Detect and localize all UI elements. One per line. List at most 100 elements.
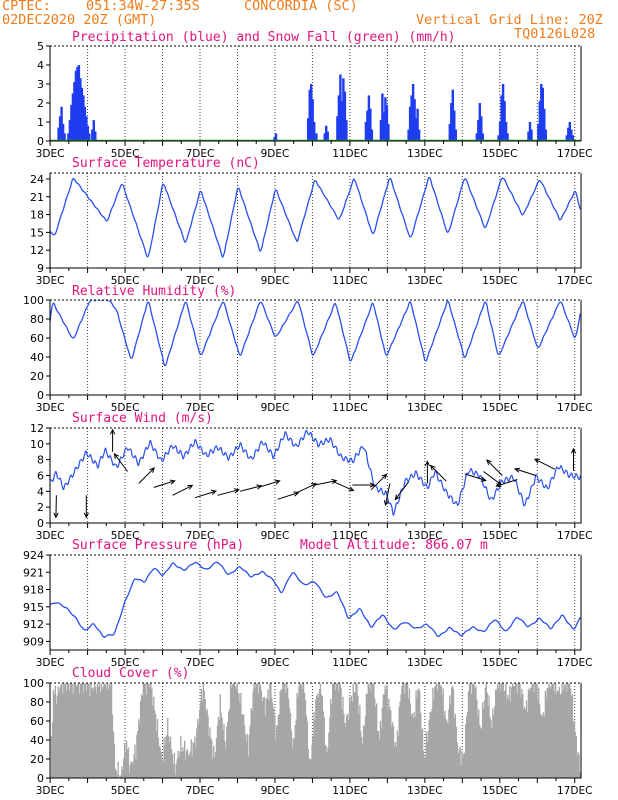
cloud-bar [363, 726, 366, 778]
cloud-bar [576, 756, 578, 778]
wind-speed-line [49, 429, 582, 516]
wind-xtick-label: 5DEC [111, 530, 140, 542]
cloud-bar [489, 717, 491, 778]
cloud-bar [385, 689, 387, 778]
cloud-bar [262, 697, 265, 778]
cloud-bar [548, 683, 550, 778]
cloud-bar [164, 745, 166, 778]
wind-ytick-label: 6 [37, 470, 44, 483]
cloud-bar [507, 694, 509, 778]
cloud-bar [203, 690, 205, 778]
cloud-bar [171, 754, 174, 778]
wind-ytick-label: 8 [37, 454, 44, 467]
humidity-xtick-label: 9DEC [261, 402, 290, 414]
cloud-bar [535, 683, 537, 778]
precip-bar [343, 91, 347, 141]
cloud-bar [453, 718, 456, 778]
cloud-bar [364, 716, 367, 778]
cloud-bar [473, 684, 475, 778]
precip-bar [387, 123, 390, 141]
cloud-bar [426, 742, 428, 778]
cloud-bar [93, 690, 95, 778]
cloud-bar [138, 719, 140, 778]
cloud-bar [130, 761, 132, 778]
precip-bar [543, 108, 546, 141]
cloud-bar [442, 688, 444, 778]
wind-xtick-label: 7DEC [186, 530, 215, 542]
precip-bar [570, 129, 573, 141]
cloud-bar [452, 689, 455, 778]
cloud-bar [481, 702, 484, 778]
cloud-bar [329, 717, 331, 778]
cloud-bar [163, 737, 165, 778]
wind-arrow-head [486, 459, 492, 465]
cloud-bar [147, 683, 149, 778]
cloud-bar [186, 749, 189, 778]
cloud-bar [464, 752, 466, 778]
wind-arrow-head [480, 476, 487, 482]
wind-arrow [55, 495, 57, 518]
cloud-bar [62, 693, 64, 778]
precip-bar [85, 116, 88, 141]
cloud-bar [302, 683, 305, 778]
precip-bar [80, 87, 84, 141]
cloud-bar [371, 683, 373, 778]
cloud-bar [308, 759, 310, 778]
cloud-bar [520, 697, 522, 778]
humidity-xtick-label: 11DEC [332, 402, 367, 414]
precip-bar [384, 97, 387, 141]
wind-arrow [153, 480, 175, 488]
cloud-bar [356, 683, 358, 778]
cloud-bar [400, 694, 402, 778]
cloud-bar [132, 761, 134, 778]
cloud-bar [131, 763, 133, 778]
cloud-bar [104, 683, 106, 778]
cloud-bar [342, 696, 344, 778]
cloud-bar [412, 717, 414, 778]
cloud-bar [316, 695, 318, 778]
cloud-bar [547, 687, 549, 778]
wind-arrow-head [348, 486, 355, 492]
cloud-bar [98, 684, 101, 778]
cloud-bar [294, 725, 296, 778]
cloud-bar [205, 711, 207, 778]
wind-arrow [217, 489, 239, 496]
cloud-bar [340, 687, 342, 778]
cloud-bar [526, 712, 529, 778]
cloud-bar [487, 706, 489, 778]
wind-arrow [483, 471, 502, 486]
cloud-bar [231, 684, 234, 778]
cloud-bar [421, 730, 423, 778]
cloud-bar [476, 699, 478, 778]
cloud-bar [102, 686, 104, 778]
cloud-bar [264, 715, 266, 778]
cloud-bar [216, 725, 219, 778]
cloud-bar [177, 750, 179, 778]
cloud-bar [116, 774, 118, 778]
cloud-bar [388, 698, 390, 778]
cloud-bar [499, 691, 502, 778]
cloud-bar [270, 683, 272, 778]
cloud-bar [150, 683, 152, 778]
precip-bar [340, 101, 344, 141]
cloud-bar [322, 711, 324, 778]
temperature-xtick-label: 13DEC [407, 275, 442, 287]
cloud-bar [165, 736, 167, 778]
cloud-bar [78, 683, 80, 778]
cloud-bar [510, 702, 512, 778]
cloud-bar [198, 723, 200, 778]
cloud-bar [557, 691, 560, 778]
wind-arrow [333, 481, 354, 492]
cloud-bar [248, 734, 250, 778]
cloud-bar [569, 683, 571, 778]
cloud-bar [523, 709, 525, 778]
precip-title: Precipitation (blue) and Snow Fall (gree… [72, 30, 456, 45]
wind-arrow [314, 480, 337, 486]
temperature-line [49, 176, 581, 258]
cloud-bar [99, 692, 102, 778]
cloud-bar [362, 725, 365, 778]
cloud-bar [415, 690, 417, 778]
precip-bar [537, 123, 540, 141]
precip-bar [61, 123, 65, 141]
wind-xtick-label: 11DEC [332, 530, 367, 542]
